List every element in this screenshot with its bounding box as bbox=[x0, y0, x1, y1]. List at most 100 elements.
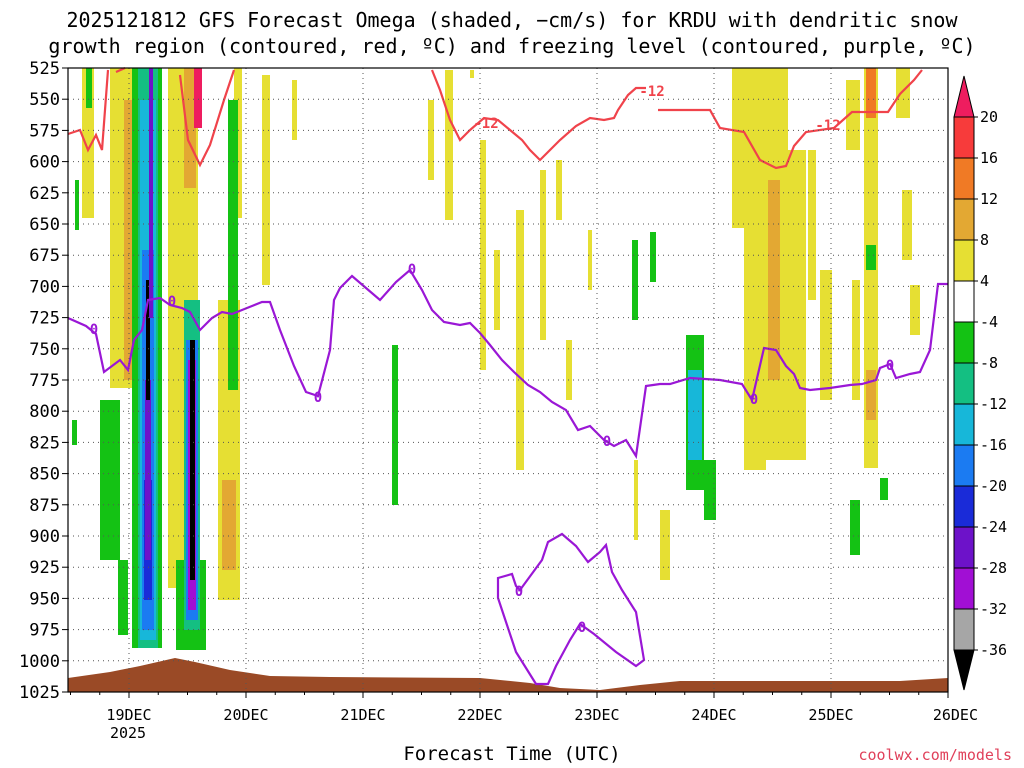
shade-purple bbox=[145, 380, 151, 560]
colorbar-swatch bbox=[953, 485, 975, 528]
shade-green bbox=[866, 245, 876, 270]
shade-green bbox=[75, 180, 79, 230]
shade-yellow bbox=[470, 70, 474, 78]
y-axis: 525 550 575 600 625 650 675 700 725 750 775 800 825 8… bbox=[19, 59, 68, 703]
colorbar-label: -8 bbox=[980, 354, 998, 372]
shade-yellow bbox=[566, 340, 572, 400]
shade-yellow bbox=[808, 150, 816, 300]
x-tick-label: 20DEC bbox=[223, 706, 268, 724]
y-tick-label: 725 bbox=[29, 309, 60, 329]
watermark: coolwx.com/models bbox=[858, 746, 1012, 764]
terrain-fill bbox=[68, 658, 948, 692]
colorbar-swatch bbox=[953, 403, 975, 446]
colorbar-label: 8 bbox=[980, 231, 989, 249]
colorbar-label: 4 bbox=[980, 272, 989, 290]
x-tick-label: 24DEC bbox=[691, 706, 736, 724]
colorbar-label: -16 bbox=[980, 436, 1007, 454]
x-tick-label: 25DEC bbox=[808, 706, 853, 724]
shade-yellow bbox=[588, 230, 592, 290]
shade-yellow bbox=[494, 250, 500, 330]
y-tick-label: 825 bbox=[29, 433, 60, 453]
y-tick-label: 775 bbox=[29, 371, 60, 391]
dgz-label-3: -12 bbox=[815, 118, 840, 134]
shade-black bbox=[146, 280, 150, 400]
shade-black bbox=[190, 340, 195, 580]
shade-orange bbox=[124, 100, 134, 380]
x-tick-label: 19DEC bbox=[106, 706, 151, 724]
omega-shading bbox=[72, 68, 920, 650]
y-tick-label: 525 bbox=[29, 59, 60, 79]
y-tick-label: 1000 bbox=[19, 652, 60, 672]
fz-label-7: 0 bbox=[886, 358, 894, 374]
colorbar-bottom-arrow bbox=[953, 649, 975, 691]
dgz-label-2: -12 bbox=[639, 84, 664, 100]
colorbar-label: -12 bbox=[980, 395, 1007, 413]
colorbar-label: -24 bbox=[980, 518, 1007, 536]
shade-green bbox=[228, 100, 238, 390]
colorbar-swatch bbox=[953, 239, 975, 282]
colorbar-swatch bbox=[953, 362, 975, 405]
fz-label-6: 0 bbox=[750, 392, 758, 408]
y-tick-label: 925 bbox=[29, 558, 60, 578]
shade-green bbox=[632, 240, 638, 320]
shade-orange bbox=[866, 68, 876, 118]
dgz-contour-line bbox=[67, 66, 923, 170]
colorbar-swatch bbox=[953, 157, 975, 200]
x-tick-label: 26DEC bbox=[933, 706, 978, 724]
colorbar-label: -36 bbox=[980, 641, 1007, 659]
y-tick-label: 850 bbox=[29, 465, 60, 485]
y-tick-label: 750 bbox=[29, 340, 60, 360]
colorbar-swatch bbox=[953, 608, 975, 651]
shade-green bbox=[880, 478, 888, 500]
shade-green bbox=[86, 68, 92, 108]
colorbar-swatch bbox=[953, 526, 975, 569]
dgz-label-1: -12 bbox=[473, 116, 498, 132]
shade-green bbox=[100, 400, 120, 560]
x-year-label: 2025 bbox=[110, 724, 146, 742]
y-tick-label: 900 bbox=[29, 527, 60, 547]
x-tick-label: 22DEC bbox=[457, 706, 502, 724]
x-axis: 19DEC 20DEC 21DEC 22DEC 23DEC 24DEC 25DEC 26DEC bbox=[70, 692, 978, 724]
y-tick-label: 625 bbox=[29, 184, 60, 204]
fz-label-8: 0 bbox=[515, 584, 523, 600]
y-tick-label: 675 bbox=[29, 246, 60, 266]
shade-yellow bbox=[660, 510, 670, 580]
shade-yellow bbox=[896, 68, 910, 118]
colorbar-swatch bbox=[953, 321, 975, 364]
shade-purple bbox=[149, 68, 153, 318]
colorbar-swatch bbox=[953, 198, 975, 241]
colorbar-label: -4 bbox=[980, 313, 998, 331]
y-tick-label: 600 bbox=[29, 153, 60, 173]
shade-green bbox=[650, 232, 656, 282]
colorbar-label: -20 bbox=[980, 477, 1007, 495]
contour-labels: -12 -12 -12 0 0 0 0 0 0 0 0 0 bbox=[90, 84, 894, 636]
fz-label-1: 0 bbox=[90, 322, 98, 338]
fz-label-4: 0 bbox=[408, 262, 416, 278]
colorbar-label: 16 bbox=[980, 149, 998, 167]
shade-orange bbox=[866, 370, 876, 420]
shade-green bbox=[118, 560, 128, 635]
shade-yellow bbox=[846, 80, 860, 150]
fz-label-9: 0 bbox=[578, 620, 586, 636]
fz-label-5: 0 bbox=[603, 434, 611, 450]
shade-teal bbox=[688, 370, 702, 460]
shade-yellow bbox=[744, 140, 766, 470]
y-tick-label: 575 bbox=[29, 121, 60, 141]
x-tick-label: 21DEC bbox=[340, 706, 385, 724]
colorbar-label: 20 bbox=[980, 108, 998, 126]
y-tick-label: 1025 bbox=[19, 683, 60, 703]
chart-title: 2025121812 GFS Forecast Omega (shaded, −… bbox=[66, 8, 958, 32]
colorbar-swatch bbox=[953, 444, 975, 487]
shade-yellow bbox=[910, 285, 920, 335]
fz-label-2: 0 bbox=[168, 294, 176, 310]
shade-yellow bbox=[556, 160, 562, 220]
y-tick-label: 550 bbox=[29, 90, 60, 110]
colorbar-swatch bbox=[953, 116, 975, 159]
shade-yellow bbox=[852, 280, 860, 400]
shade-yellow bbox=[902, 190, 912, 260]
shade-yellow bbox=[516, 210, 524, 470]
colorbar-swatch bbox=[953, 567, 975, 610]
colorbar-label: -28 bbox=[980, 559, 1007, 577]
